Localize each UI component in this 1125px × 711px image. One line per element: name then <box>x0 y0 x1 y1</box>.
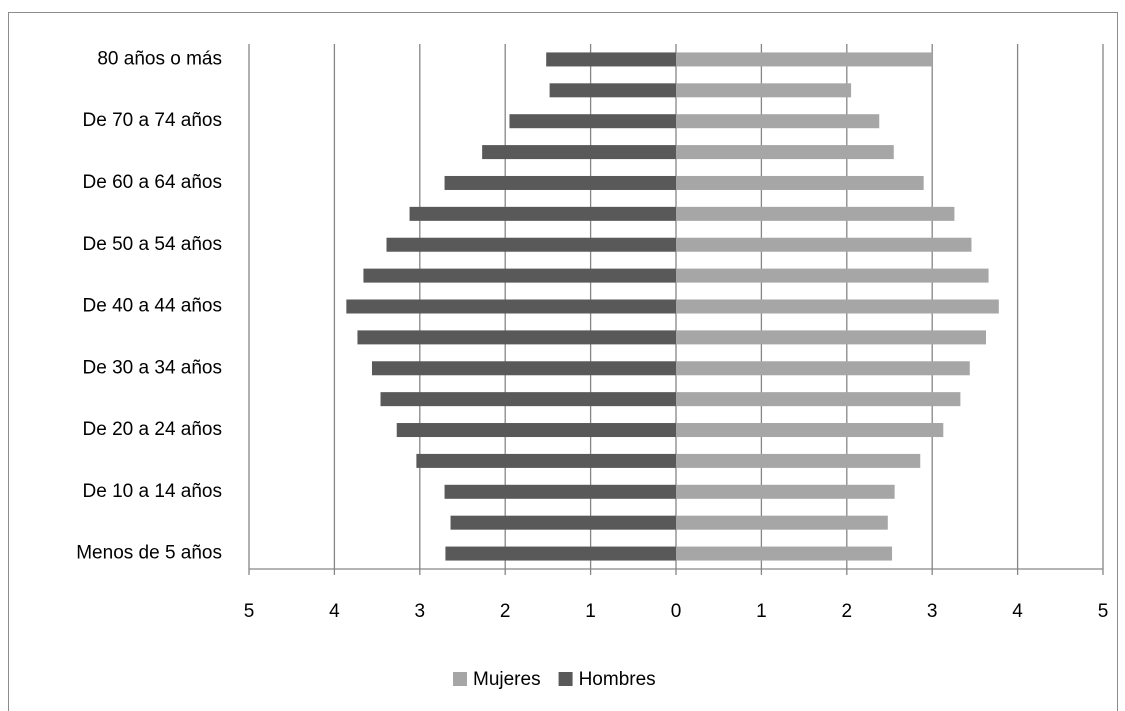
bar <box>676 206 955 221</box>
bar <box>676 237 972 252</box>
y-tick-label: De 20 a 24 años <box>83 419 222 440</box>
y-tick-label: De 10 a 14 años <box>83 481 222 502</box>
x-tick-label: 3 <box>927 601 938 622</box>
bar <box>676 515 888 530</box>
legend-label: Hombres <box>579 669 656 690</box>
bar <box>546 52 676 67</box>
bar <box>363 268 676 283</box>
bar <box>676 52 933 67</box>
y-tick-label: De 50 a 54 años <box>83 234 222 255</box>
legend-swatch <box>558 672 573 686</box>
y-tick-label: Menos de 5 años <box>76 543 222 564</box>
bar <box>357 330 676 345</box>
bar <box>444 484 676 499</box>
y-tick-label: De 70 a 74 años <box>83 110 222 131</box>
bar <box>380 392 676 407</box>
bar <box>396 423 676 438</box>
bar <box>450 515 676 530</box>
bar <box>676 175 924 190</box>
bar <box>509 114 676 129</box>
bar <box>676 361 970 376</box>
bar <box>676 114 880 129</box>
bar <box>445 546 676 561</box>
legend-label: Mujeres <box>473 669 541 690</box>
x-tick-label: 4 <box>1012 601 1023 622</box>
bar <box>549 83 676 98</box>
bar <box>444 175 676 190</box>
bar <box>676 145 894 160</box>
bar <box>416 453 676 468</box>
x-tick-label: 1 <box>756 601 767 622</box>
bar <box>676 546 893 561</box>
x-tick-label: 5 <box>244 601 255 622</box>
bar <box>371 361 676 376</box>
bar <box>409 206 676 221</box>
bar <box>676 268 989 283</box>
bar <box>676 423 944 438</box>
y-tick-label: 80 años o más <box>97 48 222 69</box>
bar <box>676 330 987 345</box>
y-tick-label: De 30 a 34 años <box>83 357 222 378</box>
bar <box>482 145 676 160</box>
x-tick-label: 3 <box>415 601 426 622</box>
legend-swatch <box>453 672 467 686</box>
bar <box>676 453 921 468</box>
x-tick-label: 5 <box>1098 601 1109 622</box>
x-tick-label: 4 <box>329 601 340 622</box>
bar <box>676 299 999 314</box>
y-tick-label: De 40 a 44 años <box>83 296 222 317</box>
bar <box>676 83 852 98</box>
bar <box>676 484 895 499</box>
y-tick-label: De 60 a 64 años <box>83 172 222 193</box>
bar <box>676 392 961 407</box>
x-tick-label: 2 <box>500 601 511 622</box>
bar <box>346 299 676 314</box>
x-tick-label: 2 <box>842 601 853 622</box>
x-tick-label: 1 <box>585 601 596 622</box>
bar <box>386 237 676 252</box>
x-tick-label: 0 <box>671 601 682 622</box>
